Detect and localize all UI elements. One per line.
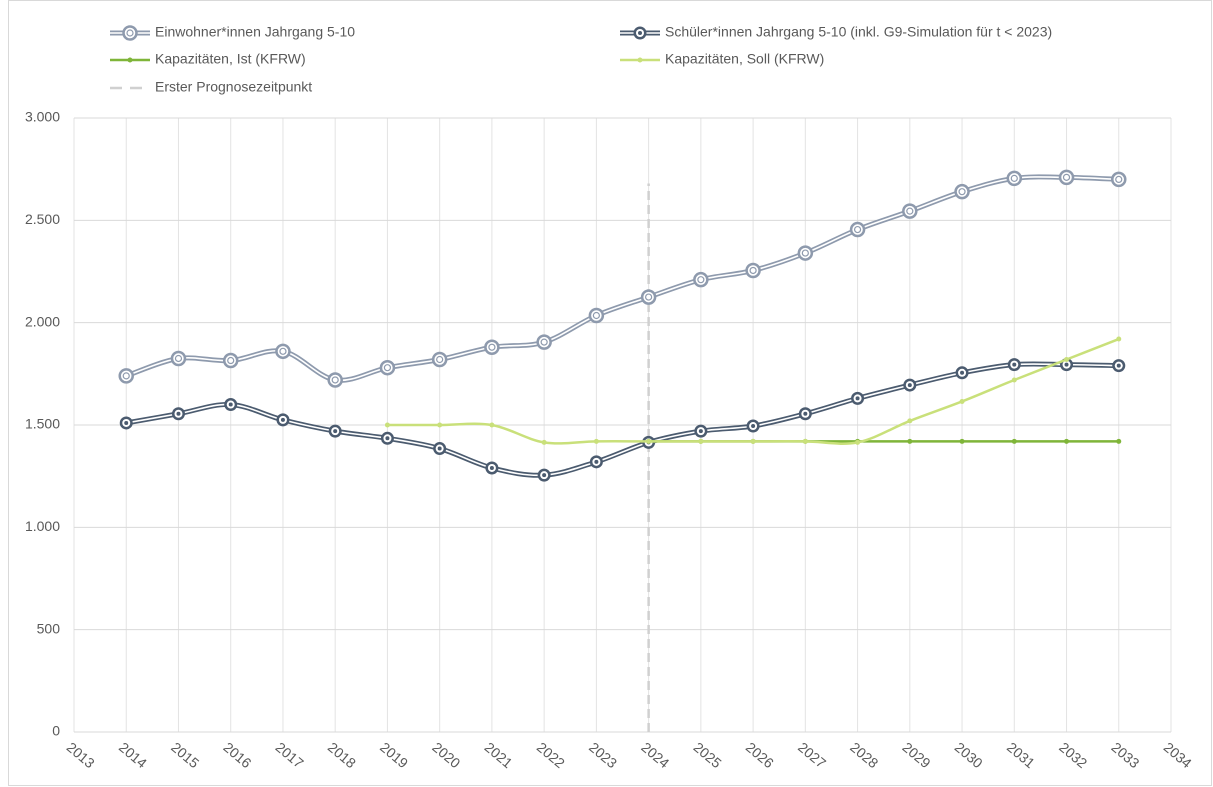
point — [745, 262, 761, 279]
point-inner — [227, 356, 235, 365]
point — [954, 183, 970, 200]
point — [588, 307, 605, 324]
point-inner — [174, 354, 183, 363]
point-core — [803, 411, 808, 416]
point — [489, 422, 495, 428]
point — [1064, 357, 1070, 363]
point — [384, 422, 390, 428]
point — [959, 438, 965, 444]
y-tick-label: 500 — [37, 620, 61, 636]
point — [593, 438, 599, 444]
point-core — [638, 31, 642, 35]
point — [536, 334, 552, 350]
point — [849, 221, 866, 238]
legend-label: Erster Prognosezeitpunkt — [155, 79, 312, 95]
y-tick-label: 2.500 — [25, 211, 60, 227]
y-tick-label: 0 — [52, 723, 60, 739]
point-inner — [958, 188, 966, 196]
point-core — [1064, 362, 1069, 367]
point — [1111, 171, 1127, 188]
point — [222, 352, 239, 369]
point — [797, 245, 814, 261]
point-core — [280, 417, 285, 422]
point-inner — [1010, 174, 1018, 182]
legend-label: Einwohner*innen Jahrgang 5-10 — [155, 24, 355, 40]
chart-frame — [8, 0, 1212, 786]
point-core — [1116, 363, 1121, 368]
point-core — [960, 370, 965, 375]
point-inner — [122, 372, 130, 380]
point-inner — [1062, 173, 1071, 181]
point-core — [907, 383, 912, 388]
point — [170, 350, 187, 367]
point — [437, 422, 443, 428]
point-inner — [697, 276, 705, 284]
point-inner — [383, 364, 392, 372]
point-inner — [126, 29, 134, 37]
point-core — [1012, 362, 1017, 367]
point-core — [333, 429, 338, 434]
point-inner — [1115, 175, 1123, 183]
y-tick-label: 1.500 — [25, 416, 60, 432]
point — [122, 25, 138, 41]
point — [484, 339, 500, 355]
point-core — [124, 420, 129, 425]
point — [431, 351, 448, 368]
point-inner — [645, 293, 653, 301]
point-inner — [801, 249, 809, 257]
point — [1116, 438, 1122, 444]
point — [802, 438, 808, 444]
point-inner — [906, 207, 914, 215]
point-inner — [749, 266, 757, 275]
point — [902, 203, 918, 219]
point — [907, 418, 913, 424]
point-inner — [331, 376, 339, 384]
point-inner — [436, 355, 444, 364]
point — [118, 368, 134, 384]
point — [698, 438, 704, 444]
point-core — [751, 424, 756, 429]
point — [750, 438, 756, 444]
point — [907, 438, 913, 444]
point — [637, 57, 643, 63]
point-core — [176, 411, 181, 416]
point — [640, 289, 657, 305]
point — [541, 439, 547, 445]
point — [127, 57, 133, 63]
point-inner — [540, 338, 548, 346]
point — [693, 271, 709, 288]
legend-label: Schüler*innen Jahrgang 5-10 (inkl. G9-Si… — [665, 24, 1052, 40]
point-core — [437, 446, 442, 451]
point — [1064, 438, 1070, 444]
point — [275, 343, 291, 360]
point — [327, 372, 343, 388]
point-core — [489, 465, 494, 470]
point — [1011, 377, 1017, 383]
point — [1006, 170, 1023, 187]
point — [1116, 336, 1122, 342]
point-core — [698, 429, 703, 434]
point-inner — [853, 225, 862, 234]
point — [646, 438, 652, 444]
point-inner — [488, 343, 496, 351]
legend-label: Kapazitäten, Ist (KFRW) — [155, 51, 306, 67]
point — [1058, 169, 1075, 186]
point-inner — [279, 347, 287, 355]
legend-label: Kapazitäten, Soll (KFRW) — [665, 51, 824, 67]
y-tick-label: 3.000 — [25, 109, 60, 125]
point-core — [542, 473, 547, 478]
point — [855, 439, 861, 445]
point — [959, 398, 965, 404]
point — [379, 359, 396, 376]
point — [1011, 438, 1017, 444]
point-core — [855, 396, 860, 401]
point-core — [385, 436, 390, 441]
y-tick-label: 2.000 — [25, 313, 60, 329]
point-core — [228, 402, 233, 407]
point-inner — [592, 311, 600, 320]
y-tick-label: 1.000 — [25, 518, 60, 534]
point-core — [594, 459, 599, 464]
